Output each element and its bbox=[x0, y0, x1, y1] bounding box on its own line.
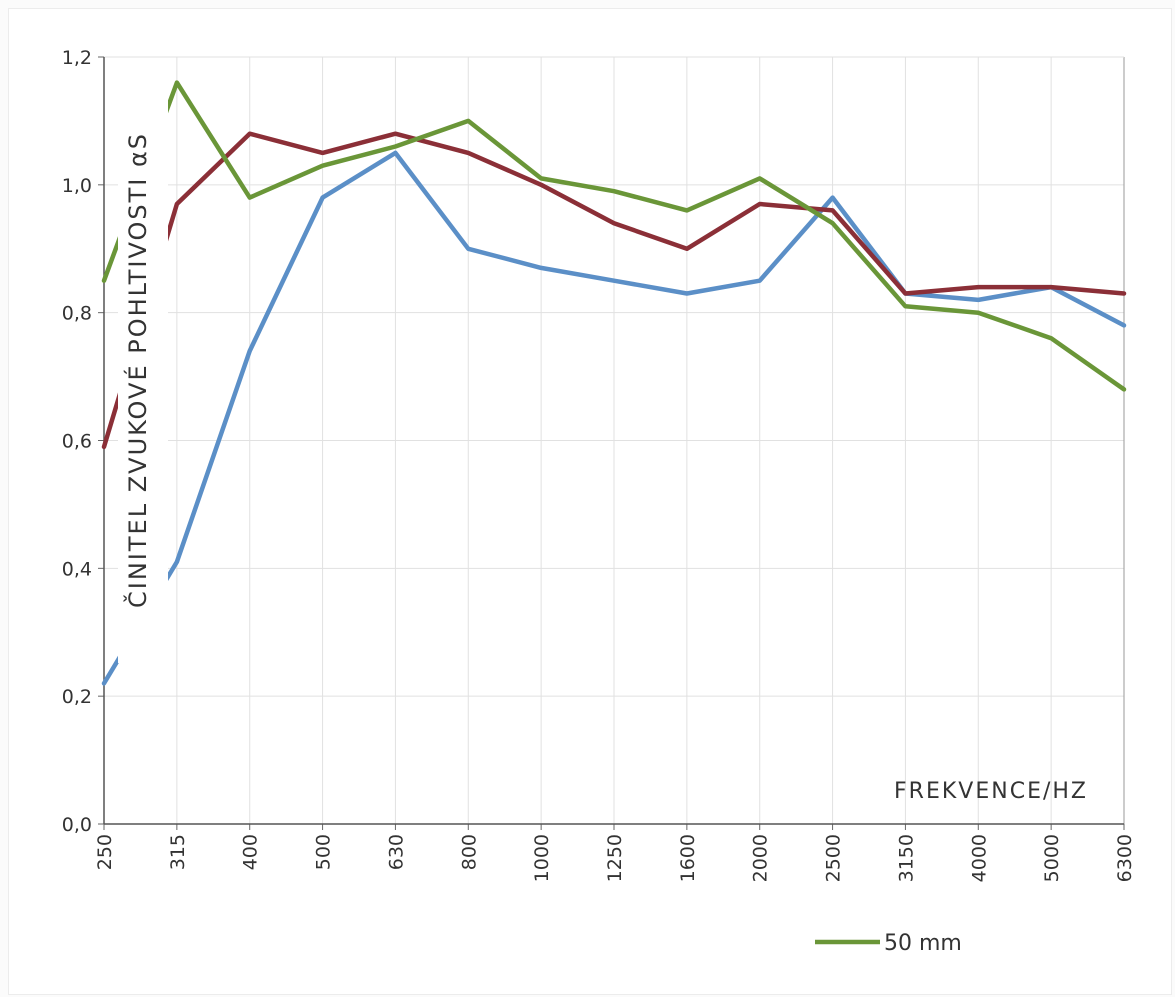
x-tick-label: 1600 bbox=[677, 834, 699, 882]
grid-layer bbox=[104, 56, 1124, 824]
series-line-2 bbox=[101, 131, 1127, 450]
x-tick-label: 2000 bbox=[750, 834, 772, 882]
label-backdrop-layer bbox=[118, 95, 168, 663]
y-tick-label: 0,6 bbox=[62, 431, 92, 453]
x-tick-label: 4000 bbox=[968, 834, 990, 882]
x-tick-label: 800 bbox=[458, 834, 480, 870]
y-tick-label: 0,8 bbox=[62, 303, 92, 325]
x-tick-label: 6300 bbox=[1114, 834, 1136, 882]
y-tick-label: 0,0 bbox=[62, 814, 92, 836]
x-tick-label: 2500 bbox=[823, 834, 845, 882]
legend-label: 50 mm bbox=[884, 931, 962, 956]
axis-layer: 0,0 0,2 0,4 0,6 0,8 1,0 1,2 250 315 400 500 630 800 1… bbox=[62, 47, 1136, 882]
legend: 50 mm bbox=[815, 931, 962, 956]
y-axis-title-backdrop bbox=[118, 95, 168, 663]
x-tick-label: 400 bbox=[240, 834, 262, 870]
x-tick-label: 1000 bbox=[531, 834, 553, 882]
x-tick-label: 250 bbox=[94, 834, 116, 870]
y-tick-label: 0,2 bbox=[62, 686, 92, 708]
x-tick-label: 3150 bbox=[895, 834, 917, 882]
x-tick-label: 500 bbox=[313, 834, 335, 870]
x-tick-label: 5000 bbox=[1041, 834, 1063, 882]
y-tick-label: 0,4 bbox=[62, 558, 92, 580]
y-axis-title: ČINITEL ZVUKOVÉ POHLTIVOSTI αS bbox=[122, 132, 152, 608]
series-line-3 bbox=[101, 80, 1127, 392]
series-layer bbox=[101, 80, 1127, 686]
x-axis-title: FREKVENCE/HZ bbox=[894, 779, 1088, 804]
x-tick-label: 1250 bbox=[604, 834, 626, 882]
x-tick-label: 315 bbox=[167, 834, 189, 870]
y-tick-label: 1,0 bbox=[62, 175, 92, 197]
x-tick-label: 630 bbox=[385, 834, 407, 870]
y-tick-label: 1,2 bbox=[62, 47, 92, 69]
series-line-1 bbox=[101, 150, 1127, 686]
